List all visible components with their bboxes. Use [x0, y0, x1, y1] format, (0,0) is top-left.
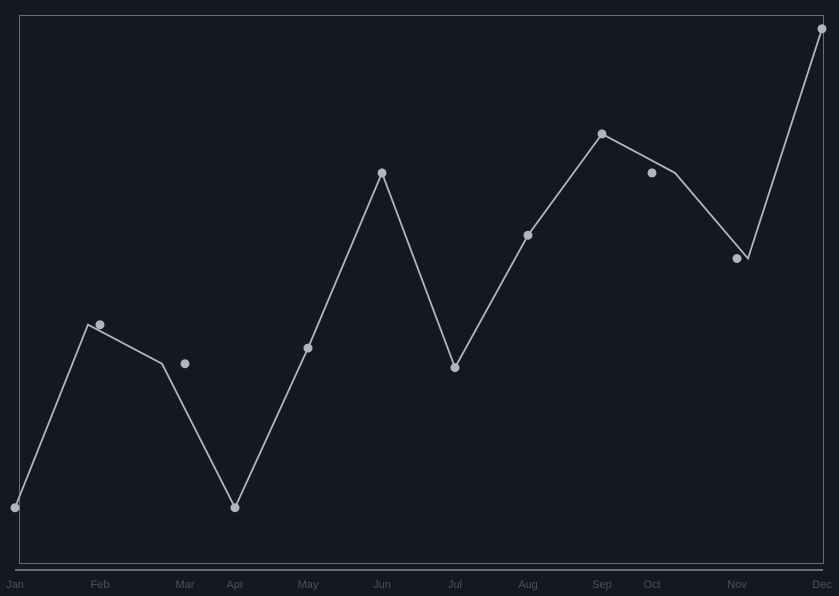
- x-tick-label-mar: Mar: [176, 579, 195, 591]
- marker-apr: [230, 503, 240, 513]
- series-line: [14, 28, 823, 510]
- x-tick-label-apr: Apr: [226, 579, 243, 591]
- x-tick-label-sep: Sep: [592, 579, 612, 591]
- x-tick-labels: Jan Feb Mar Apr May Jun Jul Aug Sep Oct Nov Dec: [6, 579, 832, 591]
- x-tick-label-aug: Aug: [518, 579, 538, 591]
- marker-nov: [732, 254, 742, 263]
- series-markers: [10, 24, 827, 513]
- marker-feb: [95, 320, 105, 330]
- marker-sep: [597, 129, 607, 139]
- x-tick-label-nov: Nov: [727, 579, 747, 591]
- x-tick-label-jan: Jan: [6, 579, 24, 591]
- x-tick-label-jun: Jun: [373, 579, 391, 591]
- marker-jan: [10, 503, 20, 513]
- x-tick-label-jul: Jul: [448, 579, 462, 591]
- x-tick-label-may: May: [298, 579, 319, 591]
- x-tick-label-feb: Feb: [91, 579, 110, 591]
- marker-jun: [377, 168, 387, 178]
- marker-may: [303, 343, 313, 353]
- marker-oct: [647, 168, 657, 178]
- marker-mar: [180, 359, 190, 369]
- plot-frame: [19, 15, 824, 564]
- marker-dec: [817, 24, 827, 34]
- x-tick-label-oct: Oct: [643, 579, 660, 591]
- marker-jul: [450, 363, 460, 373]
- x-tick-label-dec: Dec: [812, 579, 832, 591]
- marker-aug: [523, 230, 533, 240]
